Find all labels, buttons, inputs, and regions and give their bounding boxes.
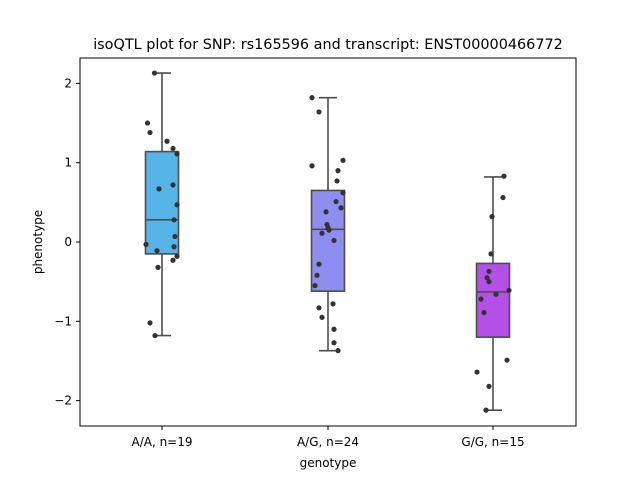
data-point <box>493 291 499 297</box>
chart-title: isoQTL plot for SNP: rs165596 and transc… <box>93 37 563 53</box>
data-point <box>174 253 180 259</box>
data-point <box>174 202 180 208</box>
data-point <box>501 173 507 179</box>
y-axis-label: phenotype <box>31 210 45 274</box>
data-point <box>338 205 344 211</box>
data-point <box>504 357 510 363</box>
data-point <box>156 186 162 192</box>
data-point <box>319 314 325 320</box>
data-point <box>506 287 512 293</box>
data-point <box>335 168 341 174</box>
data-point <box>151 70 158 76</box>
data-point <box>319 230 325 236</box>
data-point <box>316 305 322 311</box>
x-tick-label: A/A, n=19 <box>131 435 192 449</box>
data-point <box>164 138 170 144</box>
data-point <box>340 190 346 196</box>
data-point <box>170 182 176 188</box>
data-point <box>486 279 492 285</box>
data-point <box>333 198 339 205</box>
data-point <box>172 233 178 240</box>
scatter-points-layer <box>143 70 512 413</box>
data-point <box>331 326 337 332</box>
box-group <box>475 176 511 411</box>
data-point <box>334 178 340 184</box>
data-point <box>312 283 318 289</box>
x-tick-label: A/G, n=24 <box>297 435 359 449</box>
box-group <box>144 72 180 337</box>
data-point <box>483 407 489 413</box>
x-axis: A/A, n=19 A/G, n=24 G/G, n=15 <box>131 426 525 449</box>
data-point <box>331 237 337 244</box>
data-point <box>147 129 153 136</box>
data-point <box>340 157 346 163</box>
y-tick-label: −1 <box>54 314 72 328</box>
data-point <box>488 251 494 257</box>
data-point <box>171 217 177 223</box>
data-point <box>152 332 158 339</box>
data-point <box>500 194 506 201</box>
data-point <box>143 241 149 247</box>
y-tick-label: 0 <box>64 235 72 249</box>
data-point <box>335 348 341 354</box>
data-point <box>170 145 176 152</box>
x-tick-label: G/G, n=15 <box>461 435 524 449</box>
data-point <box>309 163 315 169</box>
y-tick-label: 2 <box>64 76 72 90</box>
data-point <box>481 309 487 316</box>
data-point <box>147 320 153 326</box>
data-point <box>484 275 490 281</box>
data-point <box>330 301 336 307</box>
data-point <box>326 227 332 233</box>
data-point <box>155 264 161 270</box>
data-point <box>316 109 322 115</box>
data-point <box>309 95 315 101</box>
data-point <box>331 340 337 346</box>
data-point <box>474 369 480 375</box>
y-axis: −2 −1 0 1 2 <box>54 76 80 408</box>
y-tick-label: 1 <box>64 156 72 170</box>
data-point <box>154 248 160 254</box>
data-point <box>144 120 151 126</box>
x-axis-label: genotype <box>300 456 357 470</box>
data-point <box>171 244 177 250</box>
data-point <box>316 261 322 267</box>
data-point <box>323 209 329 215</box>
data-point <box>170 257 176 263</box>
box-plot-layer <box>144 72 511 411</box>
y-tick-label: −2 <box>54 394 72 408</box>
data-point <box>314 272 320 278</box>
data-point <box>486 268 492 274</box>
data-point <box>478 296 484 302</box>
data-point <box>486 383 492 389</box>
data-point <box>174 151 180 157</box>
data-point <box>489 214 495 220</box>
